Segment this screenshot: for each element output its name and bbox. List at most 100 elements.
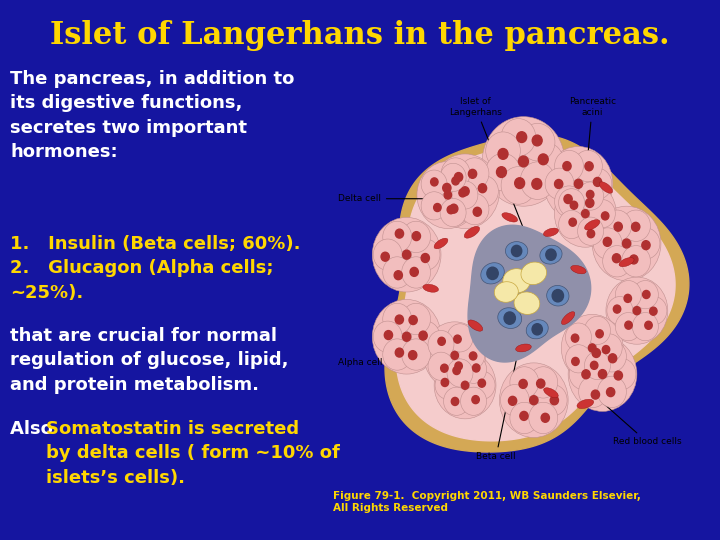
- Circle shape: [603, 210, 631, 241]
- Circle shape: [613, 254, 621, 262]
- Circle shape: [461, 387, 487, 415]
- Circle shape: [455, 362, 462, 370]
- Circle shape: [521, 162, 555, 199]
- Circle shape: [402, 332, 411, 341]
- Circle shape: [517, 132, 526, 143]
- Circle shape: [598, 369, 607, 379]
- Circle shape: [434, 352, 496, 419]
- Ellipse shape: [571, 265, 586, 274]
- Circle shape: [631, 222, 640, 231]
- Circle shape: [592, 206, 661, 281]
- Circle shape: [603, 346, 610, 354]
- Circle shape: [528, 402, 558, 434]
- Circle shape: [402, 257, 431, 288]
- Circle shape: [461, 187, 469, 195]
- Text: Beta cell: Beta cell: [476, 328, 523, 461]
- Circle shape: [554, 180, 616, 247]
- Circle shape: [440, 163, 466, 192]
- Circle shape: [606, 277, 668, 344]
- Circle shape: [642, 291, 650, 299]
- Circle shape: [613, 305, 621, 313]
- Ellipse shape: [546, 286, 569, 306]
- Circle shape: [435, 371, 461, 400]
- Circle shape: [383, 257, 412, 288]
- Circle shape: [460, 193, 489, 225]
- Circle shape: [383, 303, 412, 335]
- Ellipse shape: [544, 388, 558, 397]
- Circle shape: [632, 281, 658, 309]
- Circle shape: [402, 339, 431, 370]
- Circle shape: [454, 335, 462, 343]
- Circle shape: [601, 212, 609, 220]
- Circle shape: [573, 186, 603, 217]
- Circle shape: [421, 253, 429, 262]
- Circle shape: [550, 396, 559, 405]
- Circle shape: [521, 123, 555, 161]
- Circle shape: [424, 322, 486, 389]
- Circle shape: [565, 345, 591, 373]
- Circle shape: [454, 173, 463, 181]
- Text: Also: Also: [10, 420, 59, 438]
- Circle shape: [585, 199, 594, 207]
- Circle shape: [478, 184, 487, 193]
- Circle shape: [381, 252, 390, 261]
- Ellipse shape: [505, 241, 528, 260]
- Circle shape: [554, 186, 583, 217]
- Circle shape: [568, 337, 637, 411]
- Circle shape: [582, 370, 590, 379]
- Circle shape: [410, 267, 418, 276]
- Circle shape: [428, 330, 454, 359]
- Circle shape: [394, 271, 402, 280]
- Circle shape: [579, 341, 608, 372]
- Circle shape: [569, 218, 577, 226]
- Circle shape: [607, 296, 633, 325]
- Ellipse shape: [516, 344, 531, 352]
- Circle shape: [372, 300, 441, 374]
- Circle shape: [621, 246, 650, 277]
- Circle shape: [585, 316, 611, 345]
- Ellipse shape: [540, 245, 562, 264]
- Polygon shape: [385, 134, 689, 452]
- Circle shape: [532, 179, 541, 190]
- Ellipse shape: [599, 182, 613, 193]
- Circle shape: [583, 168, 612, 199]
- Circle shape: [441, 193, 470, 225]
- Circle shape: [459, 341, 485, 369]
- Circle shape: [645, 321, 652, 329]
- Circle shape: [500, 363, 568, 437]
- Circle shape: [579, 376, 608, 408]
- Circle shape: [469, 371, 495, 400]
- Text: The pancreas, in addition to
its digestive functions,
secretes two important
hor: The pancreas, in addition to its digesti…: [10, 70, 294, 161]
- Circle shape: [532, 323, 542, 335]
- Circle shape: [536, 379, 545, 388]
- Circle shape: [486, 153, 521, 191]
- Circle shape: [469, 352, 477, 360]
- Circle shape: [411, 321, 440, 353]
- Circle shape: [444, 355, 469, 383]
- Circle shape: [510, 367, 539, 398]
- Circle shape: [575, 179, 582, 188]
- Ellipse shape: [544, 228, 559, 237]
- Circle shape: [585, 352, 611, 380]
- Circle shape: [649, 307, 657, 315]
- Circle shape: [564, 194, 572, 204]
- Circle shape: [552, 289, 564, 302]
- Circle shape: [504, 312, 516, 324]
- Circle shape: [444, 387, 469, 415]
- Circle shape: [622, 239, 631, 248]
- Circle shape: [588, 344, 596, 352]
- Circle shape: [486, 132, 521, 170]
- Circle shape: [591, 390, 600, 399]
- Circle shape: [539, 384, 567, 416]
- Circle shape: [590, 361, 598, 369]
- Circle shape: [616, 281, 642, 309]
- Circle shape: [544, 146, 613, 221]
- Circle shape: [383, 339, 412, 370]
- Circle shape: [419, 331, 427, 340]
- Circle shape: [598, 376, 626, 408]
- Ellipse shape: [562, 312, 575, 325]
- Circle shape: [498, 148, 508, 159]
- Text: 1.   Insulin (Beta cells; 60%).
2.   Glucagon (Alpha cells;
~25%).: 1. Insulin (Beta cells; 60%). 2. Glucago…: [10, 235, 300, 302]
- Ellipse shape: [481, 263, 504, 284]
- Circle shape: [633, 307, 641, 315]
